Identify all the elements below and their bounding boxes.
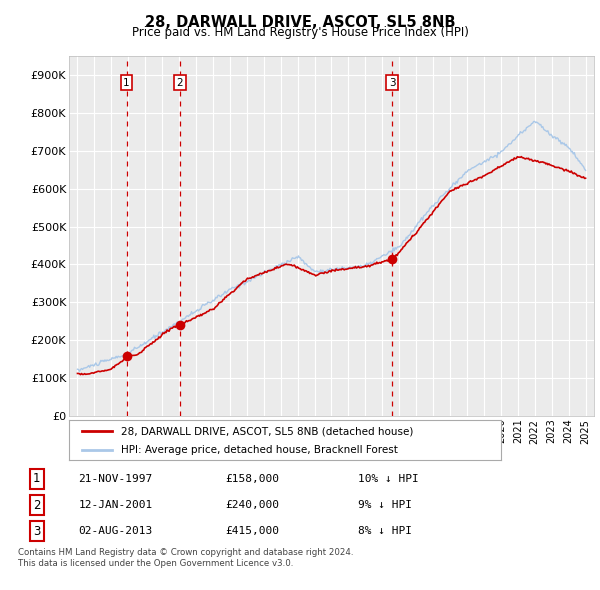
- Text: 12-JAN-2001: 12-JAN-2001: [78, 500, 152, 510]
- Text: £415,000: £415,000: [225, 526, 279, 536]
- Text: 3: 3: [33, 525, 40, 537]
- Text: 8% ↓ HPI: 8% ↓ HPI: [358, 526, 412, 536]
- Text: £158,000: £158,000: [225, 474, 279, 484]
- Text: £240,000: £240,000: [225, 500, 279, 510]
- Text: HPI: Average price, detached house, Bracknell Forest: HPI: Average price, detached house, Brac…: [121, 445, 398, 455]
- Text: 1: 1: [123, 77, 130, 87]
- Text: 2: 2: [176, 77, 183, 87]
- Text: 2: 2: [33, 499, 41, 512]
- Text: 28, DARWALL DRIVE, ASCOT, SL5 8NB (detached house): 28, DARWALL DRIVE, ASCOT, SL5 8NB (detac…: [121, 427, 413, 437]
- Text: 10% ↓ HPI: 10% ↓ HPI: [358, 474, 418, 484]
- Text: 1: 1: [33, 473, 41, 486]
- Text: Price paid vs. HM Land Registry's House Price Index (HPI): Price paid vs. HM Land Registry's House …: [131, 26, 469, 39]
- Text: 3: 3: [389, 77, 395, 87]
- Text: 28, DARWALL DRIVE, ASCOT, SL5 8NB: 28, DARWALL DRIVE, ASCOT, SL5 8NB: [145, 15, 455, 30]
- Text: 9% ↓ HPI: 9% ↓ HPI: [358, 500, 412, 510]
- Text: Contains HM Land Registry data © Crown copyright and database right 2024.
This d: Contains HM Land Registry data © Crown c…: [18, 548, 353, 568]
- Text: 21-NOV-1997: 21-NOV-1997: [78, 474, 152, 484]
- Text: 02-AUG-2013: 02-AUG-2013: [78, 526, 152, 536]
